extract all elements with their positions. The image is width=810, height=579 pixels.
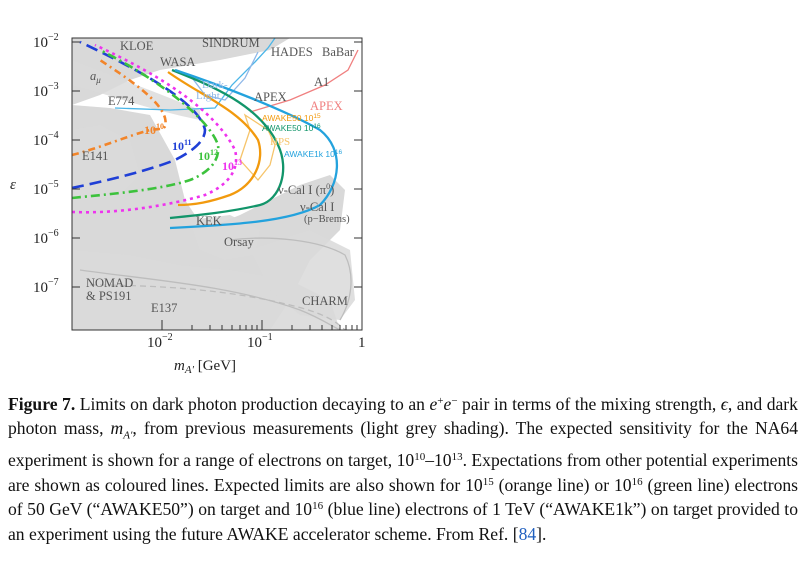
boundary-curves [79, 38, 359, 330]
na64-1e12-label: 1012 [198, 148, 218, 163]
x-tick-label: 10−1 [247, 332, 273, 351]
caption-exponent: 13 [451, 451, 463, 464]
wasa-label: WASA [160, 55, 195, 69]
caption-text: Limits on dark photon production decayin… [75, 394, 430, 414]
charm-outline [229, 237, 352, 321]
awake50-1e16-curve [169, 68, 285, 220]
e137-region [72, 250, 340, 330]
y-tick-label: 10−3 [33, 81, 59, 100]
ucal1-pbrems-label: (p−Brems) [304, 214, 350, 225]
reference-link[interactable]: 84 [518, 523, 537, 544]
e774-label: E774 [108, 94, 135, 108]
x-tick-label: 10−2 [147, 332, 173, 351]
na64-1e11-label: 1011 [172, 138, 192, 153]
caption-math: e [443, 394, 452, 414]
caption-math: m [110, 418, 124, 439]
ps191-label: & PS191 [86, 289, 132, 303]
dark-photon-limits-figure: 10−2 10−3 10−4 10−5 10−6 10−7 10−2 10−1 … [10, 32, 366, 376]
caption-text: pair in terms of the mixing strength, [457, 394, 721, 414]
awake1k-1e16-curve [169, 68, 339, 230]
orsay-label: Orsay [224, 235, 255, 249]
exclusion-plot: 10−2 10−3 10−4 10−5 10−6 10−7 10−2 10−1 … [10, 32, 366, 376]
plot-frame [71, 37, 363, 331]
ps191-outline [89, 284, 346, 330]
kek-label: KEK [196, 214, 222, 228]
a1-label: A1 [314, 75, 329, 89]
charm-label: CHARM [302, 294, 348, 308]
x-axis-title: mA′ [GeV] [174, 358, 236, 376]
y-tick-label: 10−7 [33, 277, 59, 296]
caption-text: (orange line) or 10 [493, 474, 632, 495]
babar-label: BaBar [322, 45, 355, 59]
na64-1e12-curve [72, 48, 220, 200]
figure-caption: Figure 7. Limits on dark photon producti… [8, 392, 798, 546]
caption-exponent: 15 [482, 475, 494, 488]
awake50-1e16-label: AWAKE50 1016 [262, 123, 321, 133]
x-tick-labels: 10−2 10−1 1 [147, 332, 366, 351]
awake-curves [167, 68, 339, 230]
caption-text: (green line) electrons of 50 GeV (“AWAKE… [8, 474, 799, 520]
charm-region [250, 230, 355, 320]
caption-math: e [429, 394, 438, 414]
caption-text: (blue line) electrons of 1 TeV (“AWAKE1k… [8, 499, 798, 544]
region-labels: KLOE SINDRUM HADES BaBar WASA aμ A1 E774… [82, 36, 355, 315]
na64-1e13-curve [72, 43, 238, 214]
caption-math: A′ [123, 429, 133, 442]
awake50-1e15-label: AWAKE50 1015 [262, 113, 321, 123]
e141-label: E141 [82, 149, 108, 163]
caption-exponent: 16 [631, 475, 643, 488]
caption-text: , from previous measurements (light grey… [8, 418, 798, 471]
excluded-regions [72, 38, 355, 330]
dark-light-label: Dark- [202, 79, 228, 91]
y-tick-labels: 10−2 10−3 10−4 10−5 10−6 10−7 [33, 32, 59, 296]
apex-future-label: APEX [310, 99, 343, 113]
y-tick-label: 10−4 [33, 130, 59, 149]
caption-math: ϵ [720, 394, 728, 414]
y-tick-marks [72, 41, 362, 288]
figure-label: Figure 7. [8, 394, 76, 414]
na64-1e11-curve [72, 40, 207, 190]
y-axis-title: ε [10, 177, 16, 193]
e137-label: E137 [151, 301, 177, 315]
y-tick-label: 10−5 [33, 179, 59, 198]
na64-1e10-label: 1010 [144, 122, 164, 137]
hades-babar-line [114, 38, 276, 111]
caption-math: + [437, 395, 444, 407]
x-tick-marks [161, 320, 363, 330]
awake1k-1e16-label: AWAKE1k 1016 [284, 149, 342, 159]
kloe-label: KLOE [120, 39, 154, 53]
kloe-region [72, 38, 290, 105]
curve-labels: Dark- Light HPS AWAKE50 1015 AWAKE50 101… [144, 79, 342, 173]
sindrum-label: SINDRUM [202, 36, 260, 50]
caption-text: , and dark photon mass, [8, 394, 798, 439]
caption-text: . Expectations from other potential expe… [8, 450, 798, 495]
caption-text: –10 [425, 450, 452, 471]
ucal1-label: ν-Cal I [300, 200, 334, 214]
apex-label: APEX [254, 90, 287, 104]
hades-label: HADES [271, 45, 313, 59]
hps-curve [239, 113, 276, 182]
x-tick-label: 1 [358, 335, 366, 351]
caption-exponent: 10 [414, 451, 426, 464]
apex-future-curve [249, 49, 359, 113]
caption-math: − [451, 395, 458, 407]
a-mu-label: aμ [90, 69, 101, 85]
e141-region [72, 125, 140, 200]
dark-light-curve [189, 51, 259, 101]
a-mu-region [72, 60, 200, 120]
hps-label: HPS [270, 136, 290, 148]
na64-1e13-label: 1013 [222, 158, 242, 173]
ucal1-pi0-label: ν-Cal I (π0) [278, 182, 334, 197]
awake50-1e15-curve [167, 71, 262, 207]
y-tick-label: 10−2 [33, 32, 59, 51]
nomad-label: NOMAD [86, 276, 133, 290]
dark-light-label: Light [196, 90, 220, 102]
caption-text: ]. [536, 523, 547, 544]
na64-curves [72, 40, 238, 214]
caption-exponent: 16 [312, 500, 324, 513]
y-tick-label: 10−6 [33, 228, 59, 247]
